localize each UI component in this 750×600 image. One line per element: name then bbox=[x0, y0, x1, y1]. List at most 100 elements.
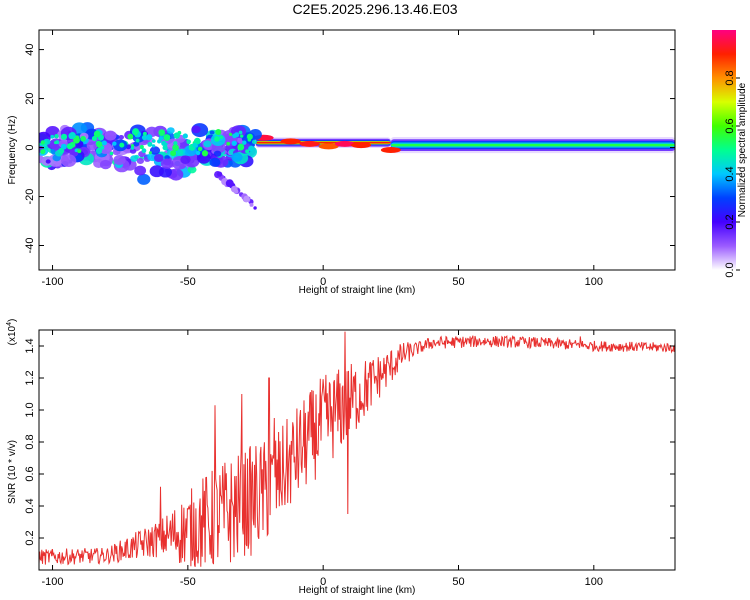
spectrogram-blob bbox=[61, 154, 77, 168]
spectrogram-x-tick-label: 100 bbox=[585, 276, 603, 288]
spectrogram-core bbox=[201, 150, 209, 157]
spectrogram-tail bbox=[253, 206, 257, 210]
spectrogram-x-label: Height of straight line (km) bbox=[299, 285, 416, 296]
spectrogram-panel: -100 -50 0 50 100 -40 -20 0 20 40 Height of stra… bbox=[7, 29, 676, 296]
spectrogram-core bbox=[40, 140, 45, 145]
spectrogram-tail bbox=[243, 195, 250, 203]
spectrogram-x-tick-label: 50 bbox=[452, 276, 464, 288]
snr-series-line bbox=[39, 331, 675, 567]
snr-x-label: Height of straight line (km) bbox=[299, 585, 416, 596]
spectrogram-blob bbox=[137, 173, 151, 185]
snr-x-tick-label: -50 bbox=[180, 576, 196, 588]
spectrogram-core bbox=[66, 143, 74, 150]
spectrogram-blob bbox=[149, 165, 164, 178]
colorbar-tick-label: 0.4 bbox=[724, 166, 736, 181]
spectrogram-core bbox=[91, 135, 98, 142]
spectrogram-core bbox=[141, 134, 148, 141]
snr-exponent-power: 4 bbox=[6, 322, 13, 326]
spectrogram-core bbox=[163, 134, 171, 141]
snr-x-tick-label: -100 bbox=[42, 576, 64, 588]
spectrogram-core bbox=[238, 130, 243, 135]
spectrogram-core bbox=[237, 143, 245, 151]
snr-exponent-close: ) bbox=[7, 319, 18, 322]
spectrogram-core bbox=[232, 133, 237, 139]
spectrogram-core bbox=[50, 134, 55, 139]
spectrogram-core bbox=[77, 149, 82, 154]
spectrogram-core bbox=[173, 141, 178, 146]
spectrogram-blob bbox=[133, 141, 140, 147]
spectrogram-core bbox=[214, 136, 220, 142]
spectrogram-core bbox=[93, 130, 101, 138]
spectrogram-blob bbox=[134, 154, 140, 160]
spectrogram-core bbox=[229, 132, 233, 137]
spectrogram-core bbox=[219, 135, 223, 139]
spectrogram-core bbox=[248, 145, 254, 152]
spectrogram-core bbox=[246, 133, 253, 140]
spectrogram-core bbox=[141, 148, 147, 154]
colorbar-tick-label: 0.6 bbox=[724, 118, 736, 133]
spectrogram-y-tick-label: 40 bbox=[24, 43, 36, 55]
spectrogram-core bbox=[68, 131, 76, 139]
spectrogram-frame bbox=[38, 29, 676, 271]
spectrogram-blob bbox=[99, 159, 112, 170]
spectrogram-core bbox=[193, 137, 201, 145]
spectrogram-blob bbox=[166, 127, 175, 134]
snr-panel: -100 -50 0 50 100 0.2 0.4 0.6 0.8 1.0 1.2 1.4 Heig… bbox=[6, 319, 676, 596]
spectrogram-band bbox=[390, 143, 675, 147]
spectrogram-blob bbox=[203, 140, 212, 148]
spectrogram-core bbox=[95, 147, 103, 154]
snr-y-tick-label: 1.2 bbox=[24, 370, 36, 385]
snr-x-tick-label: 50 bbox=[452, 576, 464, 588]
spectrogram-x-ticks: -100 -50 0 50 100 bbox=[42, 30, 603, 288]
spectrogram-core bbox=[170, 150, 177, 157]
spectrogram-blob bbox=[209, 130, 215, 135]
spectrogram-blob bbox=[168, 168, 184, 181]
spectrogram-blob bbox=[129, 148, 137, 154]
spectrogram-y-tick-label: -40 bbox=[24, 238, 36, 254]
spectrogram-core bbox=[161, 140, 167, 147]
spectrogram-core bbox=[109, 151, 114, 156]
spectrogram-blob bbox=[104, 130, 117, 141]
snr-y-ticks: 0.2 0.4 0.6 0.8 1.0 1.2 1.4 bbox=[24, 338, 675, 546]
spectrogram-x-tick-label: -50 bbox=[180, 276, 196, 288]
spectrogram-band bbox=[255, 141, 391, 144]
spectrogram-core bbox=[151, 139, 156, 143]
spectrogram-blob bbox=[231, 152, 243, 162]
spectrogram-blob bbox=[136, 157, 145, 164]
spectrogram-core bbox=[245, 149, 250, 154]
spectrogram-core bbox=[73, 136, 80, 144]
spectrogram-y-tick-label: 20 bbox=[24, 92, 36, 104]
spectrogram-core bbox=[58, 147, 65, 154]
spectrogram-tail bbox=[249, 202, 254, 207]
spectrogram-core bbox=[215, 129, 222, 136]
spectrogram-core bbox=[242, 140, 247, 145]
spectrogram-hotspot bbox=[318, 143, 339, 150]
spectrogram-core bbox=[158, 129, 166, 136]
spectrogram-blob bbox=[153, 153, 164, 163]
spectrogram-heatmap bbox=[39, 122, 675, 210]
snr-y-tick-label: 0.8 bbox=[24, 434, 36, 449]
colorbar-tick-label: 0.2 bbox=[724, 214, 736, 229]
spectrogram-blob bbox=[45, 159, 51, 164]
spectrogram-core bbox=[173, 132, 180, 139]
snr-x-tick-label: 0 bbox=[320, 576, 326, 588]
spectrogram-core bbox=[132, 128, 139, 135]
spectrogram-tail bbox=[225, 179, 234, 188]
spectrogram-hotspot bbox=[334, 140, 355, 147]
spectrogram-core bbox=[172, 144, 179, 152]
spectrogram-tail bbox=[216, 171, 223, 177]
spectrogram-blob bbox=[134, 165, 147, 176]
snr-y-tick-label: 0.4 bbox=[24, 498, 36, 513]
spectrogram-core bbox=[96, 141, 103, 148]
spectrogram-core bbox=[192, 142, 198, 148]
spectrogram-core bbox=[197, 146, 203, 152]
spectrogram-core bbox=[148, 151, 152, 155]
spectrogram-core bbox=[74, 148, 79, 153]
spectrogram-hotspot bbox=[351, 142, 372, 149]
spectrogram-blob bbox=[191, 125, 201, 134]
spectrogram-tail bbox=[230, 185, 238, 193]
snr-x-tick-label: 100 bbox=[585, 576, 603, 588]
spectrogram-core bbox=[182, 133, 188, 139]
spectrogram-core bbox=[146, 134, 153, 141]
spectrogram-core bbox=[112, 141, 117, 146]
